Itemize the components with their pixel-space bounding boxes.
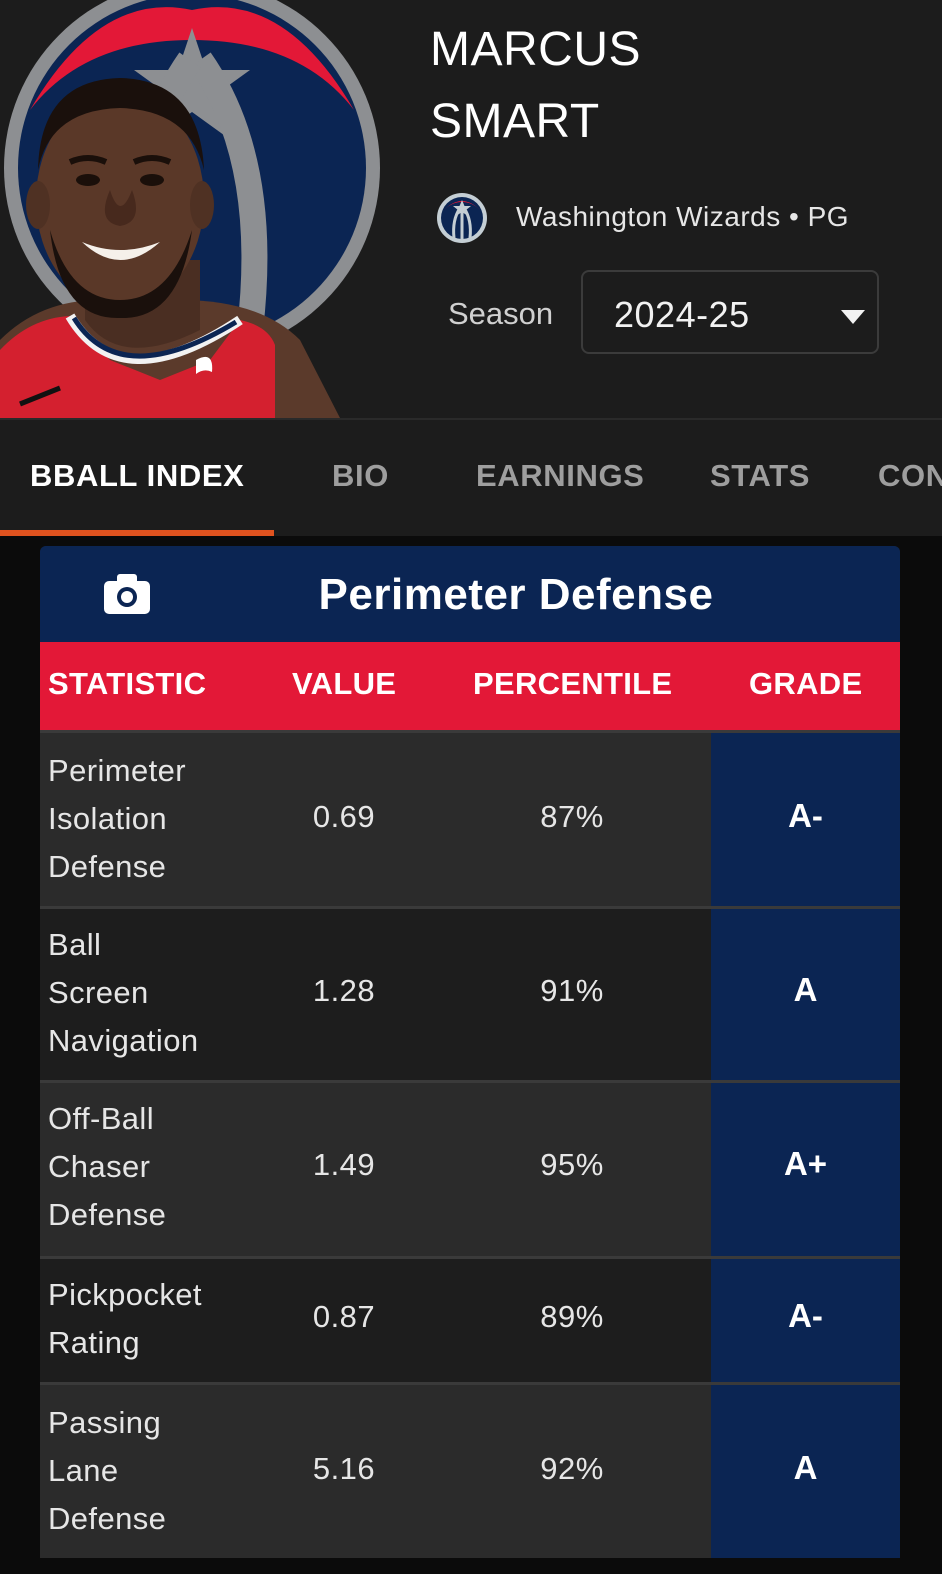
grade-value: A xyxy=(793,1449,818,1486)
statistic-line: Isolation xyxy=(48,801,168,836)
column-header-grade[interactable]: GRADE xyxy=(749,666,863,701)
player-portrait xyxy=(0,0,380,418)
tab-bar: BBALL INDEX BIO EARNINGS STATS CON xyxy=(0,418,942,536)
table-row: Perimeter Isolation Defense 0.69 87% A- xyxy=(40,730,900,906)
grade-cell: A- xyxy=(711,1259,900,1382)
tab-bio[interactable]: BIO xyxy=(332,458,389,493)
statistic-line: Defense xyxy=(48,849,167,884)
tab-earnings[interactable]: EARNINGS xyxy=(476,458,645,493)
percentile-cell: 87% xyxy=(540,799,604,834)
wizards-logo-icon xyxy=(437,193,487,243)
table-row: Off-Ball Chaser Defense 1.49 95% A+ xyxy=(40,1080,900,1256)
grade-cell: A- xyxy=(711,733,900,906)
grade-cell: A xyxy=(711,909,900,1080)
statistic-line: Screen xyxy=(48,975,149,1010)
statistic-line: Navigation xyxy=(48,1023,199,1058)
percentile-cell: 92% xyxy=(540,1451,604,1486)
season-label: Season xyxy=(448,296,554,331)
value-cell: 5.16 xyxy=(312,1451,376,1486)
statistic-cell: Pickpocket Rating xyxy=(48,1271,268,1367)
statistic-line: Perimeter xyxy=(48,753,186,788)
grade-cell: A xyxy=(711,1385,900,1558)
tab-bball-index[interactable]: BBALL INDEX xyxy=(30,458,245,493)
perimeter-defense-card: Perimeter Defense STATISTIC VALUE PERCEN… xyxy=(40,546,900,1558)
statistic-line: Pickpocket xyxy=(48,1277,202,1312)
season-selected-value: 2024-25 xyxy=(614,294,750,335)
grade-cell: A+ xyxy=(711,1083,900,1256)
active-tab-indicator xyxy=(0,530,274,536)
player-photo xyxy=(0,0,390,418)
table-row: Passing Lane Defense 5.16 92% A xyxy=(40,1382,900,1558)
percentile-cell: 89% xyxy=(540,1299,604,1334)
grade-value: A+ xyxy=(783,1145,828,1182)
player-last-name: SMART xyxy=(430,95,600,148)
statistic-cell: Passing Lane Defense xyxy=(48,1399,268,1543)
statistic-cell: Perimeter Isolation Defense xyxy=(48,747,268,891)
statistic-line: Defense xyxy=(48,1501,167,1536)
statistic-line: Passing xyxy=(48,1405,162,1440)
tab-stats[interactable]: STATS xyxy=(710,458,811,493)
table-row: Pickpocket Rating 0.87 89% A- xyxy=(40,1256,900,1382)
value-cell: 0.87 xyxy=(312,1299,376,1334)
column-header-percentile[interactable]: PERCENTILE xyxy=(473,666,673,701)
table-row: Ball Screen Navigation 1.28 91% A xyxy=(40,906,900,1080)
statistic-line: Chaser xyxy=(48,1149,151,1184)
card-header: Perimeter Defense xyxy=(40,546,900,642)
column-header-statistic[interactable]: STATISTIC xyxy=(48,666,207,701)
player-first-name: MARCUS xyxy=(430,23,642,76)
statistic-line: Rating xyxy=(48,1325,141,1360)
statistic-cell: Ball Screen Navigation xyxy=(48,921,268,1065)
statistic-line: Off-Ball xyxy=(48,1101,154,1136)
team-position-label: Washington Wizards • PG xyxy=(516,201,850,232)
statistic-line: Lane xyxy=(48,1453,119,1488)
card-title: Perimeter Defense xyxy=(318,570,714,619)
grade-value: A xyxy=(793,971,818,1008)
column-header-value[interactable]: VALUE xyxy=(292,666,397,701)
grade-value: A- xyxy=(788,797,823,834)
tab-con[interactable]: CON xyxy=(878,458,942,493)
statistic-line: Defense xyxy=(48,1197,167,1232)
statistic-line: Ball xyxy=(48,927,102,962)
percentile-cell: 95% xyxy=(540,1147,604,1182)
player-header: MARCUS SMART Washington Wizards • PG Sea… xyxy=(0,0,942,418)
caret-down-icon xyxy=(841,310,865,324)
value-cell: 1.49 xyxy=(312,1147,376,1182)
value-cell: 0.69 xyxy=(312,799,376,834)
table-header: STATISTIC VALUE PERCENTILE GRADE xyxy=(40,642,900,730)
value-cell: 1.28 xyxy=(312,973,376,1008)
percentile-cell: 91% xyxy=(540,973,604,1008)
season-dropdown[interactable]: 2024-25 xyxy=(581,270,879,354)
statistic-cell: Off-Ball Chaser Defense xyxy=(48,1095,268,1239)
camera-icon[interactable] xyxy=(102,572,152,616)
grade-value: A- xyxy=(788,1297,823,1334)
